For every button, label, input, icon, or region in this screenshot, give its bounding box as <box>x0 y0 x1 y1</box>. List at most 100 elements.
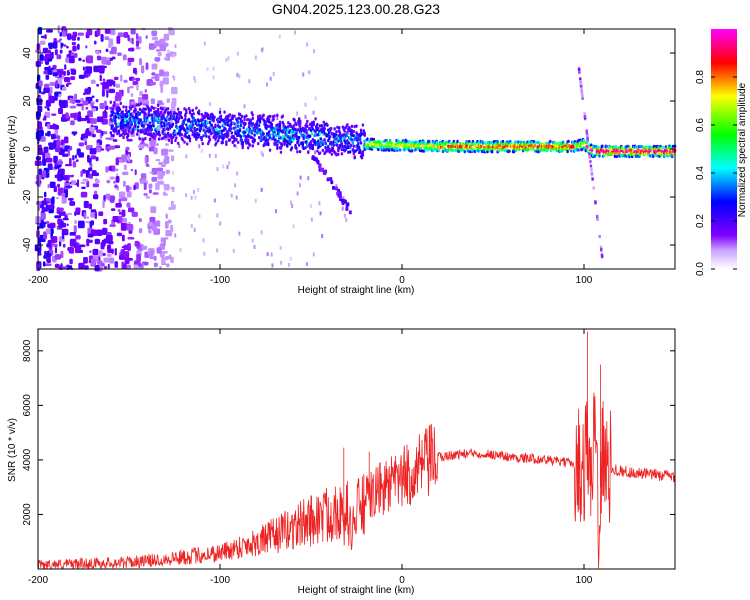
heatmap-cell <box>228 161 231 166</box>
heatmap-cell <box>615 154 618 159</box>
heatmap-cell <box>651 154 655 159</box>
heatmap-cell <box>159 69 164 77</box>
heatmap-cell <box>340 198 344 203</box>
heatmap-cell <box>150 127 153 132</box>
heatmap-cell <box>590 168 593 172</box>
heatmap-cell <box>168 30 171 35</box>
heatmap-cell <box>151 167 158 175</box>
heatmap-cell <box>288 129 292 133</box>
heatmap-cell <box>469 150 472 154</box>
heatmap-cell <box>95 229 103 237</box>
heatmap-cell <box>187 106 191 111</box>
heatmap-cell <box>144 107 147 111</box>
heatmap-cell <box>332 143 335 147</box>
heatmap-cell <box>130 168 134 172</box>
heatmap-cell <box>117 129 121 133</box>
heatmap-cell <box>350 124 354 128</box>
heatmap-cell <box>307 176 310 181</box>
heatmap-cell <box>542 148 546 152</box>
heatmap-cell <box>84 141 88 146</box>
heatmap-cell <box>343 199 347 204</box>
heatmap-cell <box>208 120 212 125</box>
x-tick-label: 0 <box>399 275 405 286</box>
heatmap-cell <box>126 121 130 126</box>
heatmap-cell <box>105 234 113 241</box>
heatmap-cell <box>139 90 143 97</box>
heatmap-cell <box>432 144 436 148</box>
heatmap-cell <box>82 59 85 63</box>
heatmap-cell <box>618 151 621 155</box>
heatmap-cell <box>266 252 269 257</box>
heatmap-cell <box>136 125 140 129</box>
heatmap-cell <box>109 131 112 135</box>
heatmap-cell <box>298 150 302 154</box>
x-tick-label: -200 <box>28 575 48 586</box>
heatmap-cell <box>581 94 584 98</box>
heatmap-cell <box>146 119 150 123</box>
heatmap-cell <box>62 30 67 37</box>
heatmap-cell <box>319 143 323 147</box>
heatmap-cell <box>320 124 324 128</box>
heatmap-cell <box>44 34 47 40</box>
heatmap-cell <box>501 139 505 144</box>
heatmap-cell <box>240 114 244 118</box>
heatmap-cell <box>356 147 359 152</box>
heatmap-cell <box>343 213 346 218</box>
heatmap-cell <box>101 130 104 136</box>
heatmap-cell <box>78 142 85 147</box>
heatmap-cell <box>109 100 112 104</box>
heatmap-cell <box>102 252 106 257</box>
heatmap-cell <box>115 128 118 132</box>
heatmap-cell <box>174 233 177 238</box>
heatmap-cell <box>518 147 521 151</box>
heatmap-cell <box>115 202 122 208</box>
heatmap-cell <box>229 127 233 131</box>
heatmap-cell <box>558 146 561 150</box>
heatmap-cell <box>577 138 580 143</box>
heatmap-cell <box>124 256 130 265</box>
heatmap-cell <box>257 136 261 140</box>
heatmap-cell <box>294 30 297 35</box>
heatmap-cell <box>277 134 281 139</box>
heatmap-cell <box>60 139 65 146</box>
heatmap-cell <box>305 262 308 267</box>
heatmap-cell <box>190 195 193 200</box>
heatmap-cell <box>92 248 99 256</box>
heatmap-cell <box>281 114 284 118</box>
heatmap-cell <box>345 207 349 212</box>
heatmap-cell <box>617 154 620 158</box>
heatmap-cell <box>187 134 191 138</box>
heatmap-cell <box>298 183 301 188</box>
heatmap-cell <box>138 218 142 223</box>
heatmap-cell <box>430 149 434 153</box>
heatmap-cell <box>170 224 174 233</box>
heatmap-cell <box>193 76 196 81</box>
heatmap-cell <box>96 55 102 61</box>
heatmap-cell <box>96 28 101 36</box>
heatmap-cell <box>209 126 212 131</box>
heatmap-cell <box>93 190 98 195</box>
heatmap-cell <box>299 175 302 180</box>
heatmap-cell <box>530 144 533 148</box>
heatmap-cell <box>267 124 270 129</box>
heatmap-cell <box>233 122 236 126</box>
heatmap-cell <box>340 152 344 156</box>
heatmap-cell <box>56 160 63 165</box>
heatmap-cell <box>146 116 149 120</box>
heatmap-cell <box>287 121 290 125</box>
heatmap-cell <box>201 142 204 146</box>
heatmap-cell <box>112 118 115 123</box>
heatmap-cell <box>157 137 161 141</box>
heatmap-cell <box>463 150 466 154</box>
heatmap-cell <box>591 177 594 181</box>
heatmap-cell <box>177 117 181 121</box>
heatmap-cell <box>347 145 350 150</box>
heatmap-cell <box>175 118 178 122</box>
heatmap-cell <box>271 263 274 268</box>
heatmap-cell <box>191 133 194 137</box>
heatmap-cell <box>624 145 628 149</box>
heatmap-cell <box>414 148 417 152</box>
heatmap-cell <box>321 234 324 239</box>
heatmap-cell <box>584 149 588 153</box>
heatmap-cell <box>658 154 661 158</box>
